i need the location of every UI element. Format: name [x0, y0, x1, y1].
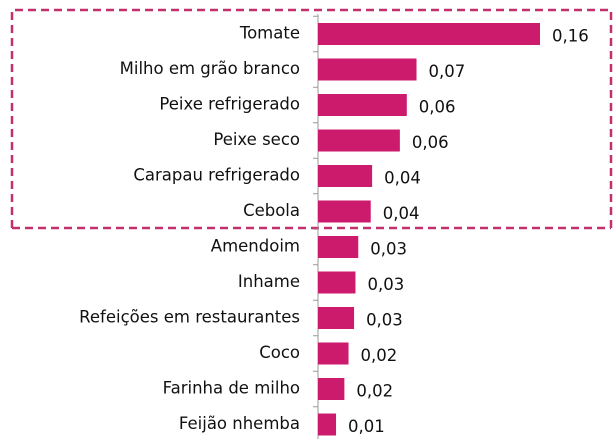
- category-label: Peixe seco: [213, 130, 300, 149]
- value-label: 0,02: [361, 346, 398, 365]
- bar: [318, 307, 355, 329]
- bar: [318, 94, 407, 116]
- value-label: 0,01: [348, 417, 385, 436]
- category-label: Milho em grão branco: [120, 59, 300, 78]
- bar: [318, 129, 400, 152]
- value-label: 0,06: [419, 98, 456, 117]
- value-label: 0,03: [370, 240, 407, 259]
- category-label: Cebola: [243, 201, 300, 220]
- value-label: 0,04: [384, 169, 421, 188]
- bar: [318, 58, 417, 81]
- bar: [318, 342, 349, 365]
- value-label: 0,06: [412, 133, 449, 152]
- bar: [318, 23, 540, 45]
- category-label: Carapau refrigerado: [133, 166, 300, 185]
- category-label: Amendoim: [211, 237, 300, 256]
- value-label: 0,04: [383, 204, 420, 223]
- value-label: 0,03: [367, 275, 404, 294]
- bar: [318, 378, 345, 400]
- bar: [318, 271, 356, 294]
- bar: [318, 200, 371, 223]
- highlight-box: [10, 8, 613, 228]
- bar: [318, 413, 337, 436]
- bar: [318, 236, 359, 258]
- bar: [318, 165, 373, 187]
- category-label: Tomate: [239, 24, 300, 43]
- category-label: Inhame: [238, 272, 300, 291]
- value-label: 0,02: [356, 382, 393, 401]
- value-label: 0,03: [366, 311, 403, 330]
- category-label: Coco: [259, 343, 300, 362]
- category-label: Refeições em restaurantes: [79, 308, 300, 327]
- category-label: Feijão nhemba: [179, 414, 300, 433]
- category-label: Farinha de milho: [163, 379, 300, 398]
- value-label: 0,16: [552, 27, 589, 46]
- value-label: 0,07: [429, 62, 466, 81]
- category-label: Peixe refrigerado: [159, 95, 300, 114]
